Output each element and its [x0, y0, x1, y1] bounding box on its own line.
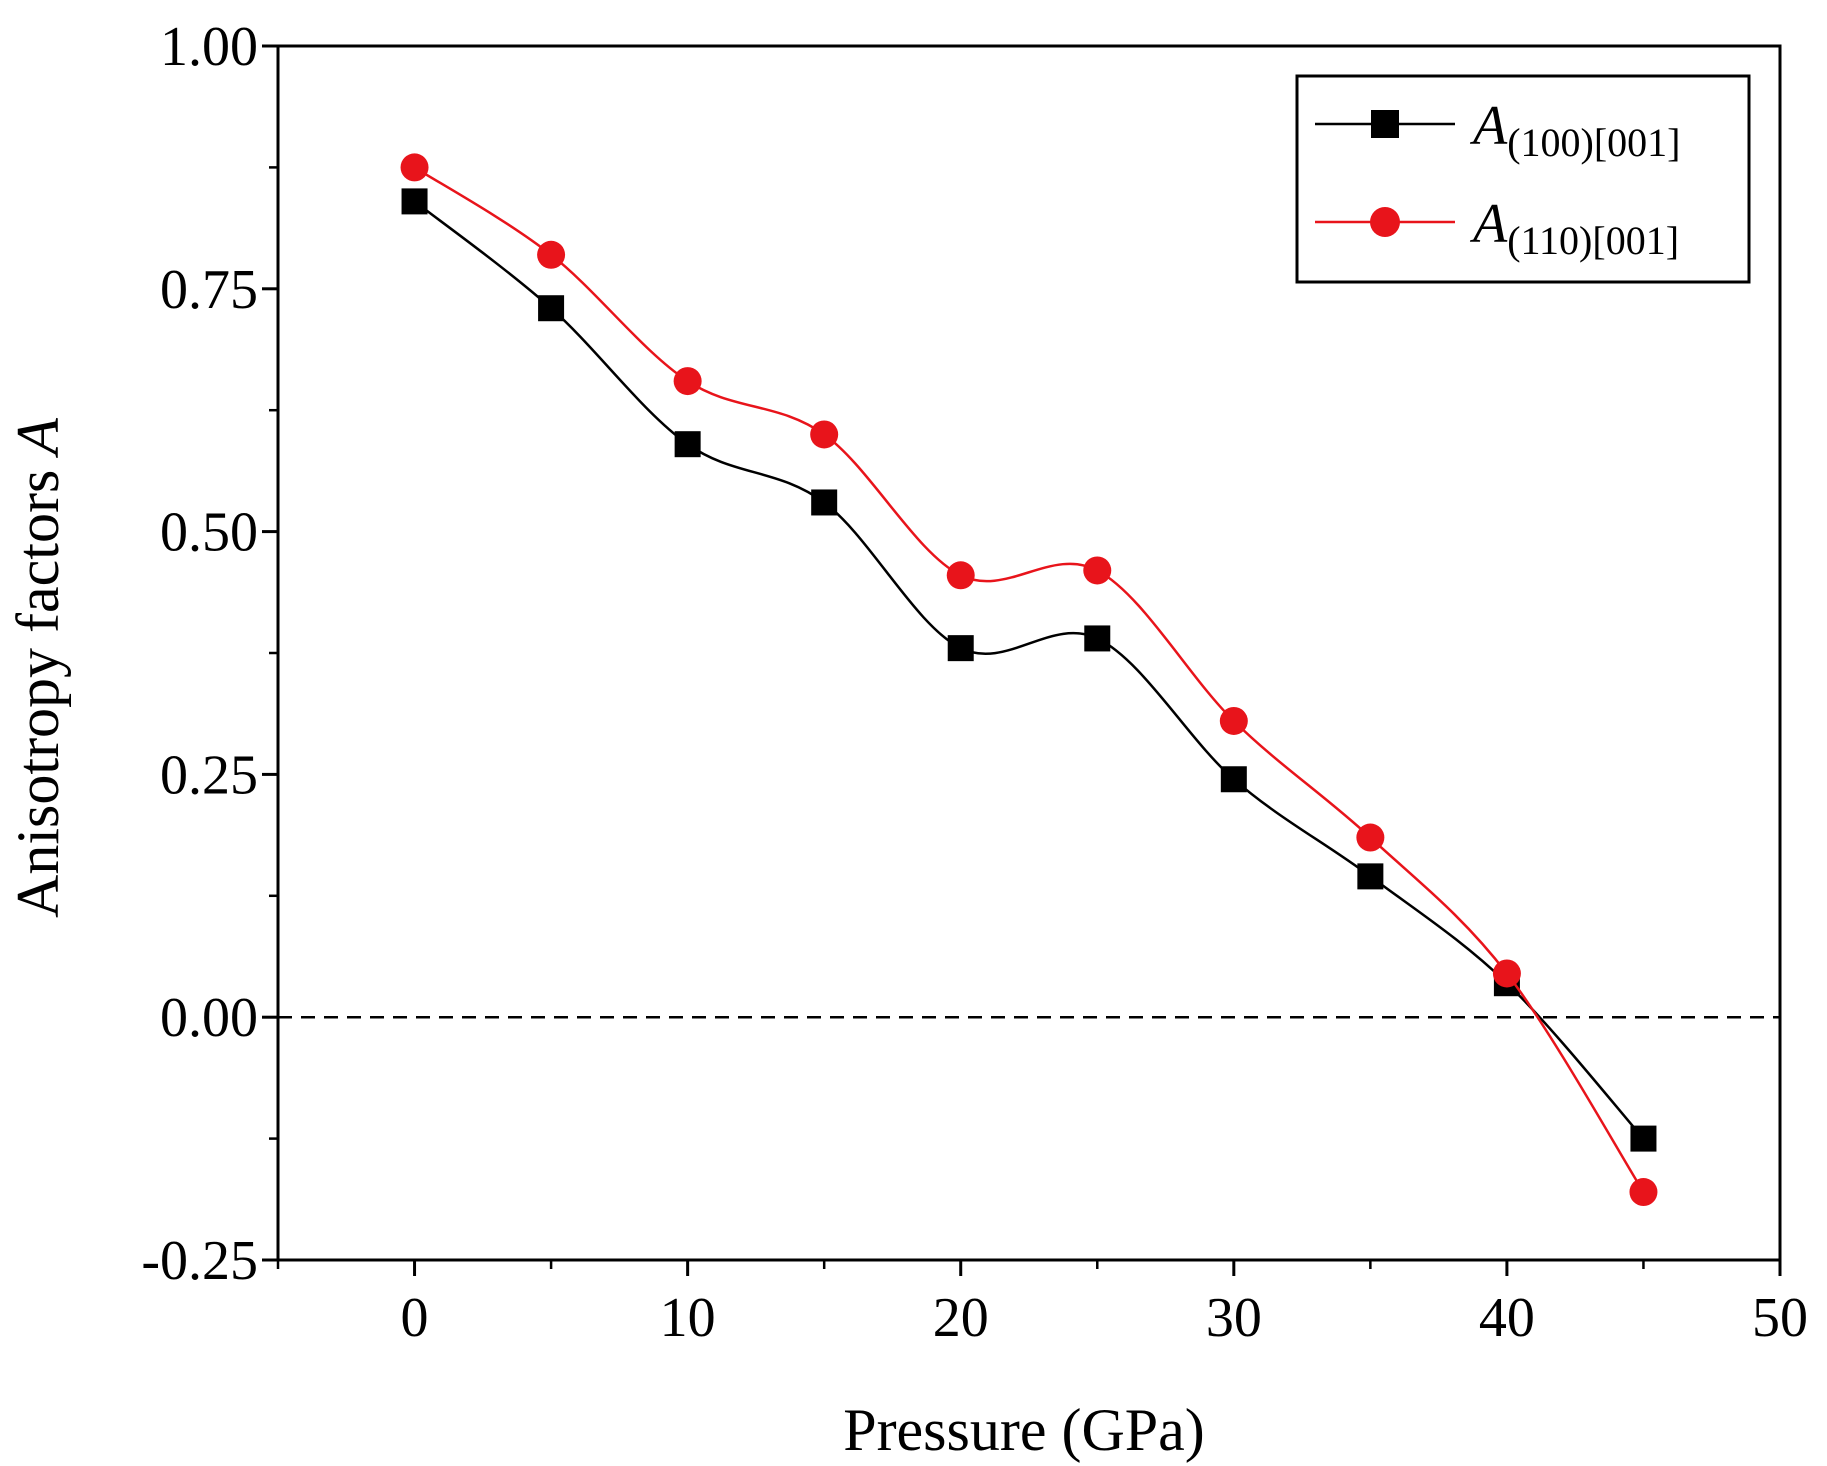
x-tick-label: 40	[1479, 1287, 1535, 1349]
data-point-circle	[1219, 706, 1248, 735]
series-line-1	[413, 200, 1645, 1140]
legend: A(100)[001] A(110)[001]	[1295, 74, 1751, 284]
data-point-square	[1357, 863, 1384, 890]
y-tick-label: 0.00	[160, 987, 258, 1049]
series-1	[401, 188, 1657, 1152]
data-point-square	[674, 431, 701, 458]
legend-label-series-1: A(100)[001]	[1469, 95, 1681, 165]
legend-entry-series-1: A(100)[001]	[1315, 95, 1681, 165]
y-tick-label: 1.00	[160, 16, 258, 78]
data-point-circle	[1083, 556, 1112, 585]
data-point-square	[538, 295, 565, 322]
data-point-circle	[1492, 959, 1521, 988]
y-tick-label: 0.50	[160, 502, 258, 564]
data-point-circle	[1629, 1178, 1658, 1207]
x-axis-title: Pressure (GPa)	[843, 1397, 1205, 1463]
y-axis-title-text: Anisotropy factors	[5, 455, 71, 918]
data-point-square	[401, 188, 428, 215]
legend-marker-square	[1371, 110, 1399, 138]
series-2	[400, 153, 1658, 1207]
legend-marker-circle	[1370, 207, 1400, 237]
series-layer	[400, 153, 1658, 1207]
data-point-circle	[673, 367, 702, 396]
x-tick-label: 20	[933, 1287, 989, 1349]
data-point-square	[947, 635, 974, 662]
legend-entry-series-2: A(110)[001]	[1315, 193, 1679, 263]
data-point-circle	[1356, 823, 1385, 852]
legend-label-sub-2: (110)[001]	[1507, 218, 1679, 263]
y-tick-label: -0.25	[141, 1230, 258, 1292]
y-axis-title: Anisotropy factors A	[5, 418, 71, 918]
series-line-2	[413, 166, 1645, 1193]
data-point-circle	[946, 561, 975, 590]
x-tick-label: 30	[1206, 1287, 1262, 1349]
x-tick-label: 50	[1752, 1287, 1808, 1349]
legend-label-series-2: A(110)[001]	[1469, 193, 1679, 263]
data-point-square	[1630, 1125, 1657, 1152]
legend-label-main-2: A	[1469, 193, 1508, 255]
legend-label-main-1: A	[1469, 95, 1508, 157]
data-point-square	[1220, 766, 1247, 793]
data-point-circle	[537, 240, 566, 269]
data-point-square	[811, 489, 838, 516]
x-tick-label: 0	[401, 1287, 429, 1349]
data-point-circle	[400, 153, 429, 182]
y-tick-label: 0.25	[160, 744, 258, 806]
data-point-square	[1084, 625, 1111, 652]
axes-layer: 0 10 20 30 40 50 -0.25 0.00 0.25 0.50 0.75 1.00	[141, 16, 1808, 1349]
legend-label-sub-1: (100)[001]	[1507, 120, 1680, 165]
y-axis-title-symbol: A	[5, 418, 71, 459]
y-tick-label: 0.75	[160, 259, 258, 321]
x-tick-label: 10	[660, 1287, 716, 1349]
data-point-circle	[810, 420, 839, 449]
